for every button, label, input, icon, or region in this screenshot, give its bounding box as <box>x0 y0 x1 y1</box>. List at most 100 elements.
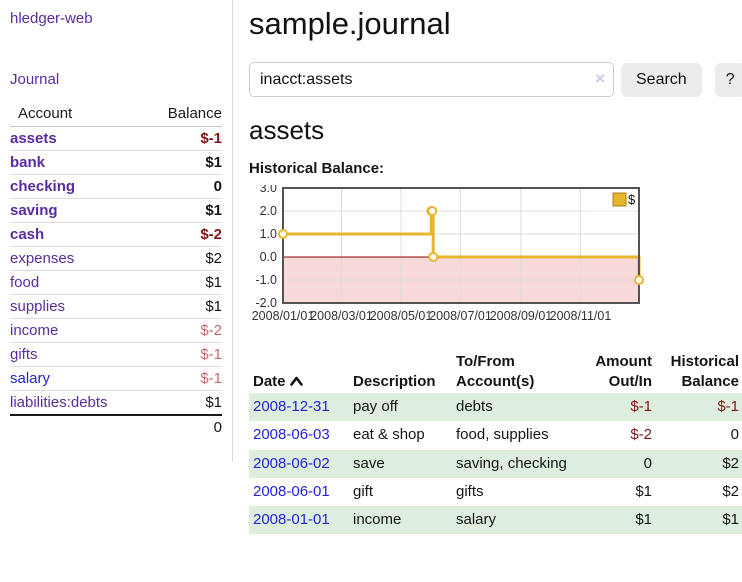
register-row: 2008-01-01 income salary $1 $1 <box>249 506 742 535</box>
chart-x-tick-label: 2008/01/01 <box>252 309 315 323</box>
chart-y-tick-label: 3.0 <box>260 185 277 195</box>
account-link[interactable]: checking <box>10 178 76 195</box>
chart-point[interactable] <box>278 229 288 239</box>
main-content: sample.journal × Search ? assets Histori… <box>233 0 742 554</box>
accounts-table-body: assets $-1 bank $1 checking 0 saving $1 cash $-2 e… <box>10 126 222 416</box>
sort-ascending-icon <box>289 372 303 392</box>
chart-legend-label: $ <box>628 192 636 207</box>
sidebar-item-journal[interactable]: Journal <box>10 71 60 88</box>
chart-title: Historical Balance: <box>249 160 385 177</box>
transaction-accounts: saving, checking <box>456 454 567 472</box>
app-brand-link[interactable]: hledger-web <box>10 10 93 27</box>
app: hledger-web Journal Account Balance asse… <box>0 0 742 554</box>
transaction-accounts: gifts <box>456 482 484 500</box>
transaction-balance: $-1 <box>717 398 739 415</box>
register-header-amount: Amount Out/In <box>595 353 652 390</box>
register-header-date[interactable]: Date <box>249 350 349 393</box>
search-input[interactable] <box>249 62 614 97</box>
account-balance: $2 <box>146 246 222 271</box>
account-balance: $-2 <box>146 222 222 247</box>
register-row: 2008-06-03 eat & shop food, supplies $-2 0 <box>249 421 742 449</box>
transaction-date-link[interactable]: 2008-06-02 <box>253 454 330 472</box>
chart-plot-border <box>282 187 640 304</box>
account-link[interactable]: food <box>10 274 40 291</box>
account-link[interactable]: expenses <box>10 250 75 267</box>
transaction-date-link[interactable]: 2008-06-03 <box>253 426 330 444</box>
transaction-description: income <box>353 511 402 528</box>
account-row: food $1 <box>10 270 222 295</box>
account-balance: $1 <box>146 294 222 319</box>
chart-x-tick-label: 2008/11/01 <box>550 309 612 323</box>
transaction-amount: $1 <box>635 482 652 500</box>
account-balance: $1 <box>146 198 222 223</box>
chart-point[interactable] <box>427 206 438 216</box>
accounts-header-account: Account <box>10 102 147 127</box>
accounts-header-balance: Balance <box>146 102 222 127</box>
account-link[interactable]: supplies <box>10 298 66 315</box>
account-link[interactable]: salary <box>10 370 51 387</box>
account-row: saving $1 <box>10 198 222 223</box>
transaction-accounts: salary <box>456 511 497 528</box>
chart-point[interactable] <box>634 275 644 285</box>
register-header-accounts: To/From Account(s) <box>456 353 535 390</box>
account-balance: $-2 <box>146 318 222 343</box>
sidebar: hledger-web Journal Account Balance asse… <box>0 0 233 462</box>
account-link[interactable]: gifts <box>10 346 38 363</box>
account-link[interactable]: bank <box>10 154 46 171</box>
search-input-wrap: × <box>249 62 614 97</box>
chart-x-tick-label: 2008/05/01 <box>370 309 433 323</box>
account-row: expenses $2 <box>10 246 222 271</box>
transaction-accounts: debts <box>456 398 493 415</box>
account-row: income $-2 <box>10 318 222 343</box>
account-heading: assets <box>249 115 325 145</box>
register-row: 2008-06-02 save saving, checking 0 $2 <box>249 449 742 478</box>
page-title: sample.journal <box>249 6 451 41</box>
transaction-date-link[interactable]: 2008-12-31 <box>253 398 330 415</box>
chart-legend-swatch-icon <box>612 192 627 207</box>
historical-balance-chart[interactable]: $3.0 2.0 1.0 0.0 -1.0 -2.0 2008/01/01 2008/03/0… <box>249 181 742 332</box>
register-header-balance: Historical Balance <box>670 353 739 390</box>
transaction-balance: 0 <box>730 426 739 444</box>
account-balance: $-1 <box>146 342 222 367</box>
transaction-amount: 0 <box>643 454 652 472</box>
transaction-description: gift <box>353 482 374 500</box>
transaction-date-link[interactable]: 2008-01-01 <box>253 511 330 528</box>
transaction-amount: $1 <box>635 511 652 528</box>
search-bar: × Search ? <box>249 62 742 97</box>
accounts-total-value: 0 <box>146 414 222 439</box>
chart-x-tick-label: 2008/03/01 <box>310 309 373 323</box>
chart-svg[interactable]: $3.0 2.0 1.0 0.0 -1.0 -2.02008/01/012008/03/0… <box>249 181 647 327</box>
account-balance: $-1 <box>146 126 222 151</box>
account-balance: $1 <box>146 270 222 295</box>
chart-x-tick-label: 2008/07/01 <box>429 309 492 323</box>
transaction-date-link[interactable]: 2008-06-01 <box>253 482 330 500</box>
transaction-amount: $-2 <box>630 426 652 444</box>
transaction-description: save <box>353 454 385 472</box>
search-clear-icon[interactable]: × <box>595 69 605 88</box>
account-row: checking 0 <box>10 174 222 199</box>
transaction-amount: $-1 <box>630 398 652 415</box>
account-link[interactable]: liabilities:debts <box>10 394 108 411</box>
chart-y-tick-label: 0.0 <box>260 250 277 264</box>
transaction-balance: $2 <box>722 482 739 500</box>
chart-legend <box>585 191 634 211</box>
register-table: Date Description To/From Account(s) Amou… <box>249 350 742 535</box>
chart-y-tick-label: 1.0 <box>260 227 277 241</box>
search-button[interactable]: Search <box>621 62 702 97</box>
account-link[interactable]: saving <box>10 202 58 219</box>
account-row: gifts $-1 <box>10 342 222 367</box>
account-link[interactable]: cash <box>10 226 45 243</box>
account-link[interactable]: assets <box>10 130 57 147</box>
chart-point[interactable] <box>428 252 439 262</box>
account-link[interactable]: income <box>10 322 59 339</box>
account-balance: $1 <box>205 394 222 411</box>
transaction-balance: $1 <box>722 511 739 528</box>
account-balance: 0 <box>146 174 222 199</box>
account-row: cash $-2 <box>10 222 222 247</box>
chart-x-tick-label: 2008/09/01 <box>490 309 553 323</box>
chart-y-tick-label: 2.0 <box>260 204 277 218</box>
accounts-table: Account Balance assets $-1 bank $1 checking 0… <box>10 102 222 439</box>
help-button[interactable]: ? <box>714 62 742 97</box>
transaction-accounts: food, supplies <box>456 426 549 444</box>
register-header-description: Description <box>353 372 436 390</box>
